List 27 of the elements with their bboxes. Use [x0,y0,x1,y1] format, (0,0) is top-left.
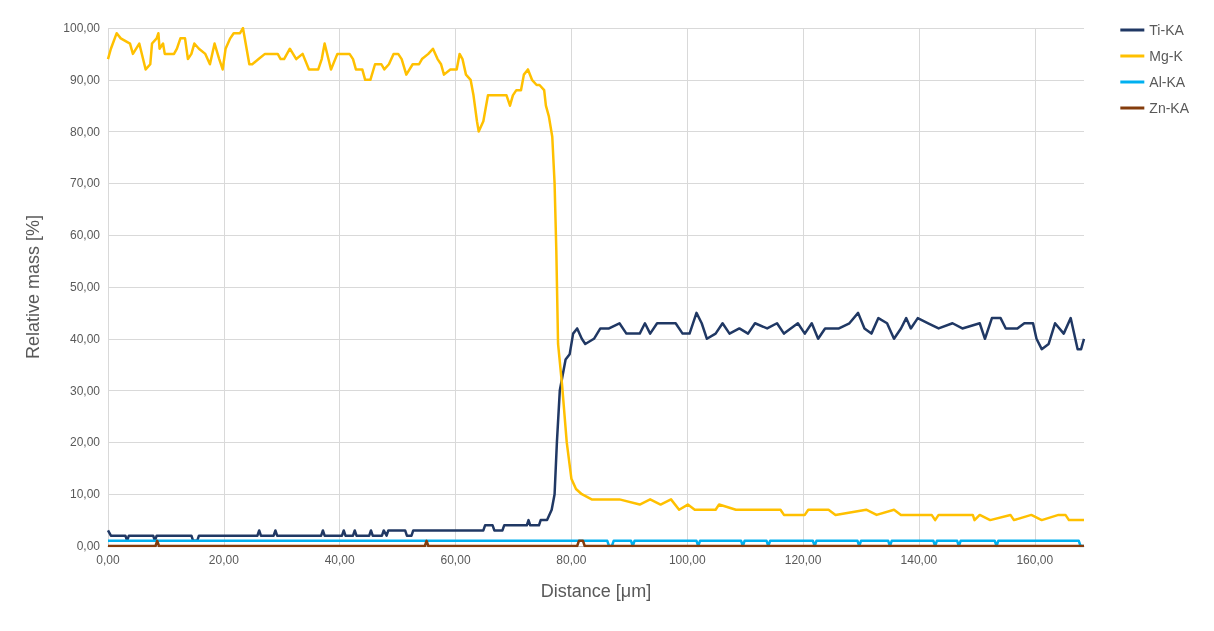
y-tick-label: 100,00 [63,21,101,35]
y-tick-label: 30,00 [69,383,101,398]
x-tick-label: 80,00 [556,553,587,567]
x-tick-label: 40,00 [324,553,356,567]
x-axis-title: Distance [μm] [540,581,652,601]
y-tick-label: 40,00 [69,331,101,346]
legend-label: Zn-KA [1149,100,1190,116]
x-tick-label: 100,00 [668,553,706,567]
y-tick-label: 50,00 [69,280,101,294]
x-tick-label: 60,00 [440,553,471,567]
y-tick-label: 80,00 [69,124,101,139]
y-tick-label: 10,00 [69,487,101,502]
y-tick-label: 90,00 [69,72,101,87]
legend-label: Al-KA [1149,74,1186,90]
y-tick-label: 60,00 [69,228,101,243]
x-tick-label: 120,00 [784,553,822,567]
legend-label: Ti-KA [1149,22,1185,38]
x-tick-label: 140,00 [900,553,938,567]
legend-label: Mg-K [1149,48,1184,64]
y-axis-title: Relative mass [%] [23,214,43,360]
y-tick-label: 20,00 [69,435,101,450]
x-tick-label: 0,00 [96,553,120,567]
y-tick-label: 0,00 [76,539,101,553]
x-tick-label: 160,00 [1016,553,1054,567]
line-series [106,311,1086,543]
x-tick-label: 20,00 [208,553,240,567]
y-tick-label: 70,00 [69,176,101,191]
